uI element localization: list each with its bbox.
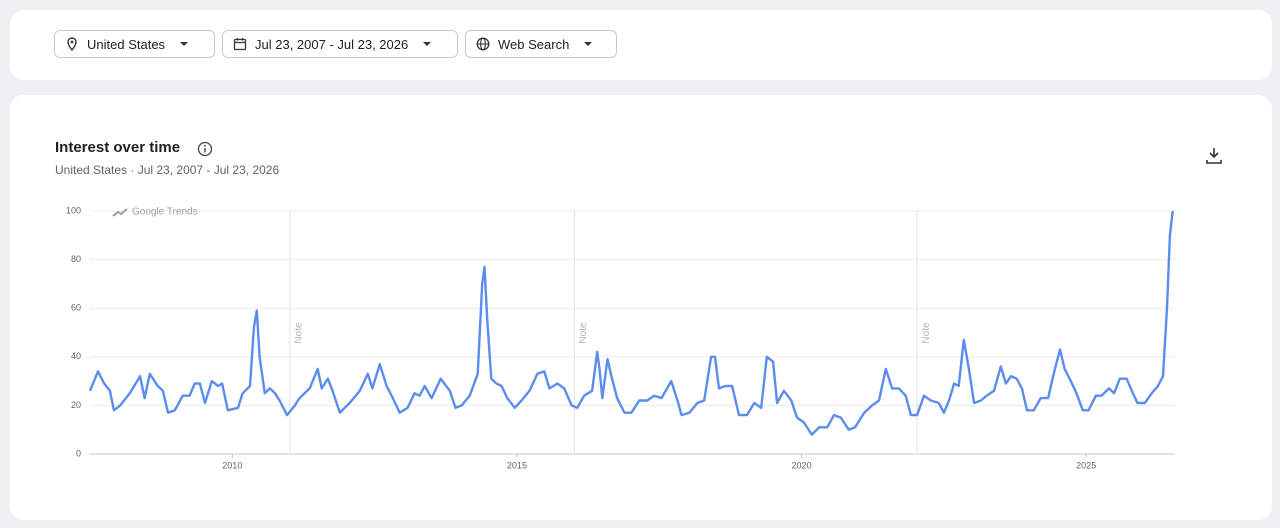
filter-bar: United States Jul 23, 2007 - Jul 23, 202… [10,10,1272,80]
x-tick-label: 2010 [222,460,242,470]
dropdown-icon [584,42,593,46]
date-range-label: Jul 23, 2007 - Jul 23, 2026 [255,36,409,52]
chart-title: Interest over time [55,139,180,156]
y-tick-label: 100 [66,205,81,215]
x-tick-label: 2020 [792,460,812,470]
search-type-filter[interactable]: Web Search [465,30,617,58]
watermark-icon [112,208,128,217]
search-type-label: Web Search [498,36,570,52]
note-label: Note [578,322,589,344]
download-icon[interactable] [1206,148,1222,164]
globe-icon [476,37,490,51]
info-icon[interactable] [197,141,213,157]
note-label: Note [921,322,932,344]
location-label: United States [87,36,166,52]
date-filter[interactable]: Jul 23, 2007 - Jul 23, 2026 [222,30,458,58]
x-tick-label: 2025 [1076,460,1096,470]
x-tick-label: 2015 [507,460,527,470]
pin-icon [67,37,77,51]
location-filter[interactable]: United States [54,30,215,58]
chart-subtitle: United States · Jul 23, 2007 - Jul 23, 2… [55,163,279,177]
y-tick-label: 0 [76,448,81,458]
dropdown-icon [180,42,189,46]
dropdown-icon [423,42,432,46]
watermark: Google Trends [132,207,198,218]
y-tick-label: 40 [71,351,81,361]
trend-line [88,210,1174,436]
note-label: Note [293,322,304,344]
y-tick-label: 60 [71,303,81,313]
calendar-icon [233,38,247,51]
chart-card [10,95,1272,520]
y-tick-label: 80 [71,254,81,264]
y-tick-label: 20 [71,400,81,410]
